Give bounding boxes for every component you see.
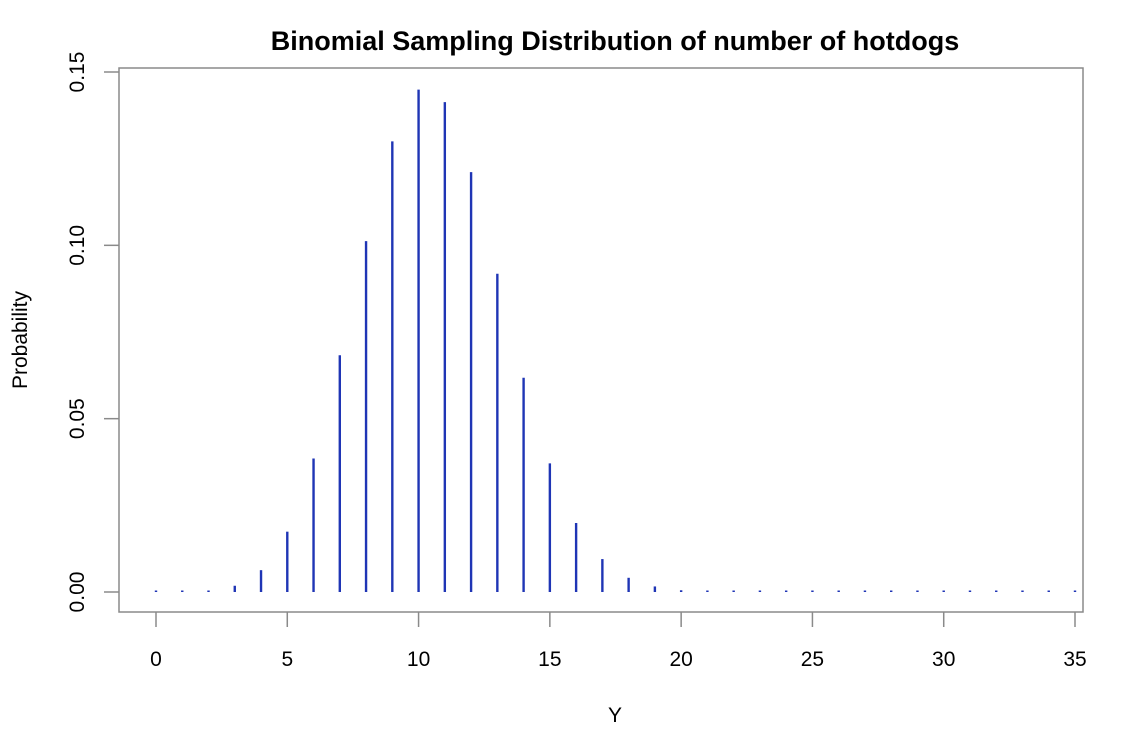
x-tick-label: 30 bbox=[932, 648, 955, 671]
y-tick-label: 0.15 bbox=[66, 52, 89, 93]
y-tick-label: 0.05 bbox=[66, 398, 89, 439]
probability-stems bbox=[154, 89, 1077, 592]
x-tick-label: 35 bbox=[1063, 648, 1086, 671]
x-tick-label: 0 bbox=[150, 648, 162, 671]
plot-frame bbox=[118, 67, 1084, 613]
x-axis-label: Y bbox=[608, 704, 622, 727]
chart-title: Binomial Sampling Distribution of number… bbox=[271, 26, 959, 56]
x-tick-label: 20 bbox=[669, 648, 692, 671]
y-tick-label: 0.00 bbox=[66, 572, 89, 613]
y-axis-label: Probability bbox=[9, 290, 32, 389]
x-tick-label: 5 bbox=[281, 648, 293, 671]
y-tick-label: 0.10 bbox=[66, 225, 89, 266]
x-tick-label: 10 bbox=[407, 648, 430, 671]
x-tick-label: 15 bbox=[538, 648, 561, 671]
x-axis: 0 5 10 15 20 25 30 35 bbox=[150, 612, 1087, 671]
y-axis: 0.00 0.05 0.10 0.15 bbox=[66, 52, 119, 613]
x-tick-label: 25 bbox=[801, 648, 824, 671]
